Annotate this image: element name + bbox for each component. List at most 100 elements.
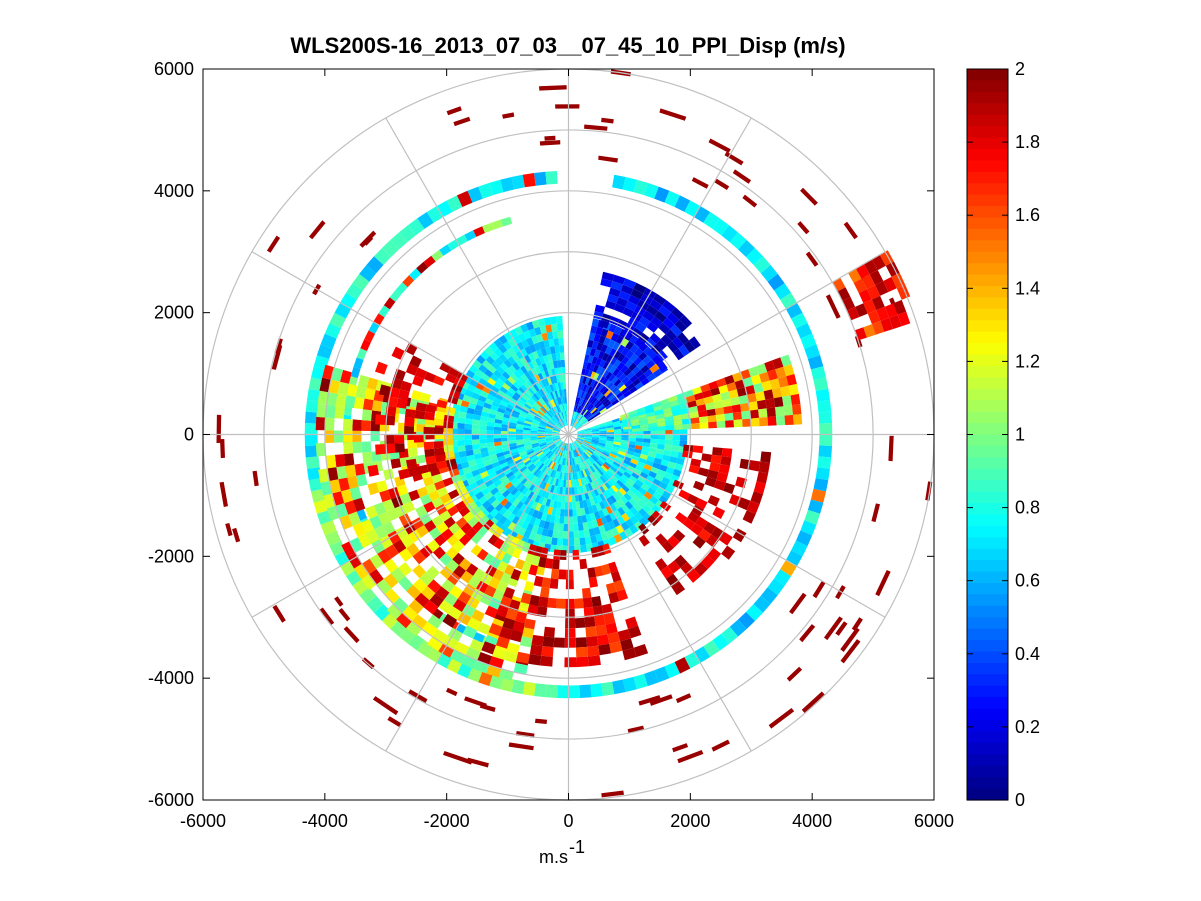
scan-cell [580,444,587,451]
scan-cell [634,337,646,349]
scan-cell [504,410,513,416]
scan-cell [663,449,672,457]
scan-cell [467,516,479,528]
scan-cell [584,427,592,431]
scan-cell [714,407,725,416]
scan-cell [366,256,384,274]
scan-cell [724,412,734,421]
scan-cell [396,398,408,409]
scan-cell [420,392,431,403]
scan-cell [515,359,524,368]
scan-cell [534,402,542,409]
scan-cell [478,514,490,526]
scan-cell [786,374,797,386]
scan-cell [558,523,564,532]
scan-cell [545,450,552,457]
scan-cell [561,442,566,450]
scan-cell [441,579,455,593]
scan-cell [643,346,653,356]
scan-cell [580,391,585,399]
scan-cell [552,383,557,391]
scan-cell [586,636,599,647]
scan-cell [502,478,511,487]
scan-cell [667,341,679,353]
scan-cell [445,546,459,560]
colorbar-step [967,194,1008,207]
scan-cell [640,427,649,432]
scan-cell [479,443,488,449]
scan-cell [783,405,793,416]
scan-cell [665,429,673,435]
scan-cell [531,524,539,534]
colorbar-step [967,594,1008,607]
scan-cell [500,434,509,438]
scan-cell [549,499,555,508]
scan-cell [478,364,488,374]
scan-cell [674,554,688,568]
scan-cell [439,565,453,580]
scan-cell [493,381,502,390]
scan-cell [577,436,585,440]
scan-cell [352,419,362,431]
scan-cell [553,338,560,347]
colorbar-step [967,171,1008,184]
scan-cell [578,447,584,454]
scan-cell [487,364,497,374]
scan-cell [746,248,763,265]
scan-cell [573,420,579,428]
scan-cell [481,500,492,510]
scan-cell [638,316,651,328]
scan-cell [542,387,548,395]
scan-cell [538,426,546,430]
scan-cell [641,467,651,476]
scan-cell [624,528,634,538]
scan-cell [478,466,487,474]
scan-cell [613,378,622,387]
scan-cell [588,576,598,588]
scan-cell [484,346,494,356]
scan-cell [504,481,513,490]
colorbar-step [967,605,1008,618]
scan-cell [495,415,504,421]
scan-cell [616,515,626,525]
scan-cell [512,362,521,371]
scan-cell [587,466,594,475]
scan-cell [503,341,512,351]
scan-cell [498,404,507,411]
scan-cell [660,565,674,579]
scan-cell [555,439,562,445]
scan-cell [562,403,565,412]
scan-cell [352,273,370,291]
colorbar-step [967,297,1008,310]
scan-cell [488,623,503,637]
scan-cell [319,607,335,626]
scan-cell [638,351,648,361]
scan-cell [606,440,614,444]
scan-cell [487,495,497,505]
scan-cell [621,474,630,482]
scan-cell [525,401,533,408]
scan-cell [724,374,735,385]
scan-cell [514,326,524,336]
scan-cell [589,348,597,357]
scan-cell [817,456,832,469]
scan-cell [435,586,450,600]
scan-cell [581,462,586,470]
scan-cell [508,442,517,447]
scan-cell [771,387,783,399]
scan-cell [718,464,730,475]
scan-cell [884,303,898,318]
scan-cell [454,500,467,512]
scan-cell [561,419,565,427]
scan-cell [512,453,521,459]
scan-cell [553,637,565,648]
scan-cell [590,546,599,558]
scan-cell [840,627,860,652]
scan-cell [484,398,494,405]
scan-cell [602,399,610,406]
scan-cell [647,514,659,527]
scan-cell [400,380,413,392]
scan-cell [334,596,344,607]
scan-cell [564,396,567,404]
scan-cell [565,618,576,629]
